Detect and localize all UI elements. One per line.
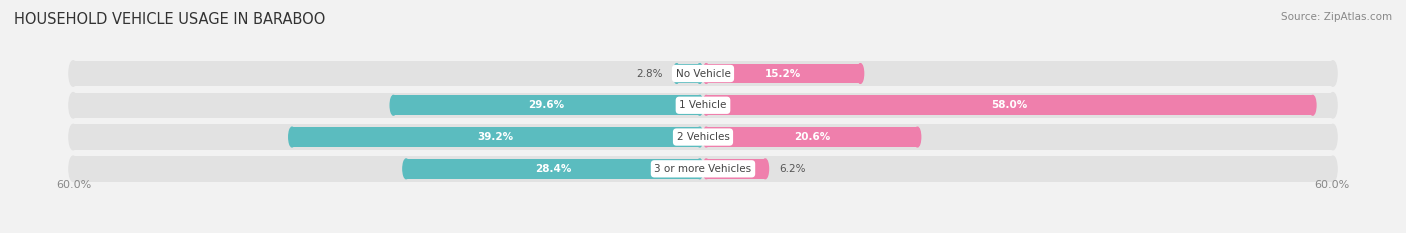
Text: 28.4%: 28.4% xyxy=(534,164,571,174)
Circle shape xyxy=(1329,156,1337,182)
Circle shape xyxy=(1329,124,1337,150)
Bar xyxy=(73,124,1333,150)
Circle shape xyxy=(69,93,77,118)
Circle shape xyxy=(703,64,710,83)
Text: 6.2%: 6.2% xyxy=(779,164,806,174)
Text: 20.6%: 20.6% xyxy=(794,132,830,142)
Circle shape xyxy=(1329,61,1337,86)
Text: 3 or more Vehicles: 3 or more Vehicles xyxy=(654,164,752,174)
Bar xyxy=(73,156,1333,182)
Bar xyxy=(676,64,700,83)
Bar xyxy=(73,93,1333,118)
Text: 60.0%: 60.0% xyxy=(1315,180,1350,190)
Circle shape xyxy=(858,64,863,83)
Circle shape xyxy=(1309,96,1316,115)
Circle shape xyxy=(1329,93,1337,118)
Text: Source: ZipAtlas.com: Source: ZipAtlas.com xyxy=(1281,12,1392,22)
Circle shape xyxy=(696,127,703,147)
Bar xyxy=(292,127,700,147)
Bar xyxy=(706,159,765,179)
Circle shape xyxy=(288,127,295,147)
Circle shape xyxy=(696,96,703,115)
Text: No Vehicle: No Vehicle xyxy=(675,69,731,79)
Circle shape xyxy=(69,61,77,86)
Circle shape xyxy=(703,159,710,179)
Bar xyxy=(706,96,1313,115)
Circle shape xyxy=(703,96,710,115)
Text: 58.0%: 58.0% xyxy=(991,100,1028,110)
Text: 1 Vehicle: 1 Vehicle xyxy=(679,100,727,110)
Text: 2.8%: 2.8% xyxy=(637,69,662,79)
Bar xyxy=(706,64,860,83)
Circle shape xyxy=(673,64,681,83)
Circle shape xyxy=(703,127,710,147)
Text: 29.6%: 29.6% xyxy=(529,100,565,110)
Text: 60.0%: 60.0% xyxy=(56,180,91,190)
Bar xyxy=(394,96,700,115)
Circle shape xyxy=(914,127,921,147)
Circle shape xyxy=(69,124,77,150)
Circle shape xyxy=(696,159,703,179)
Text: 39.2%: 39.2% xyxy=(478,132,515,142)
Bar xyxy=(73,61,1333,86)
Text: HOUSEHOLD VEHICLE USAGE IN BARABOO: HOUSEHOLD VEHICLE USAGE IN BARABOO xyxy=(14,12,325,27)
Text: 2 Vehicles: 2 Vehicles xyxy=(676,132,730,142)
Bar xyxy=(406,159,700,179)
Bar xyxy=(706,127,918,147)
Circle shape xyxy=(69,156,77,182)
Circle shape xyxy=(762,159,769,179)
Circle shape xyxy=(391,96,396,115)
Circle shape xyxy=(696,64,703,83)
Text: 15.2%: 15.2% xyxy=(765,69,801,79)
Circle shape xyxy=(404,159,409,179)
